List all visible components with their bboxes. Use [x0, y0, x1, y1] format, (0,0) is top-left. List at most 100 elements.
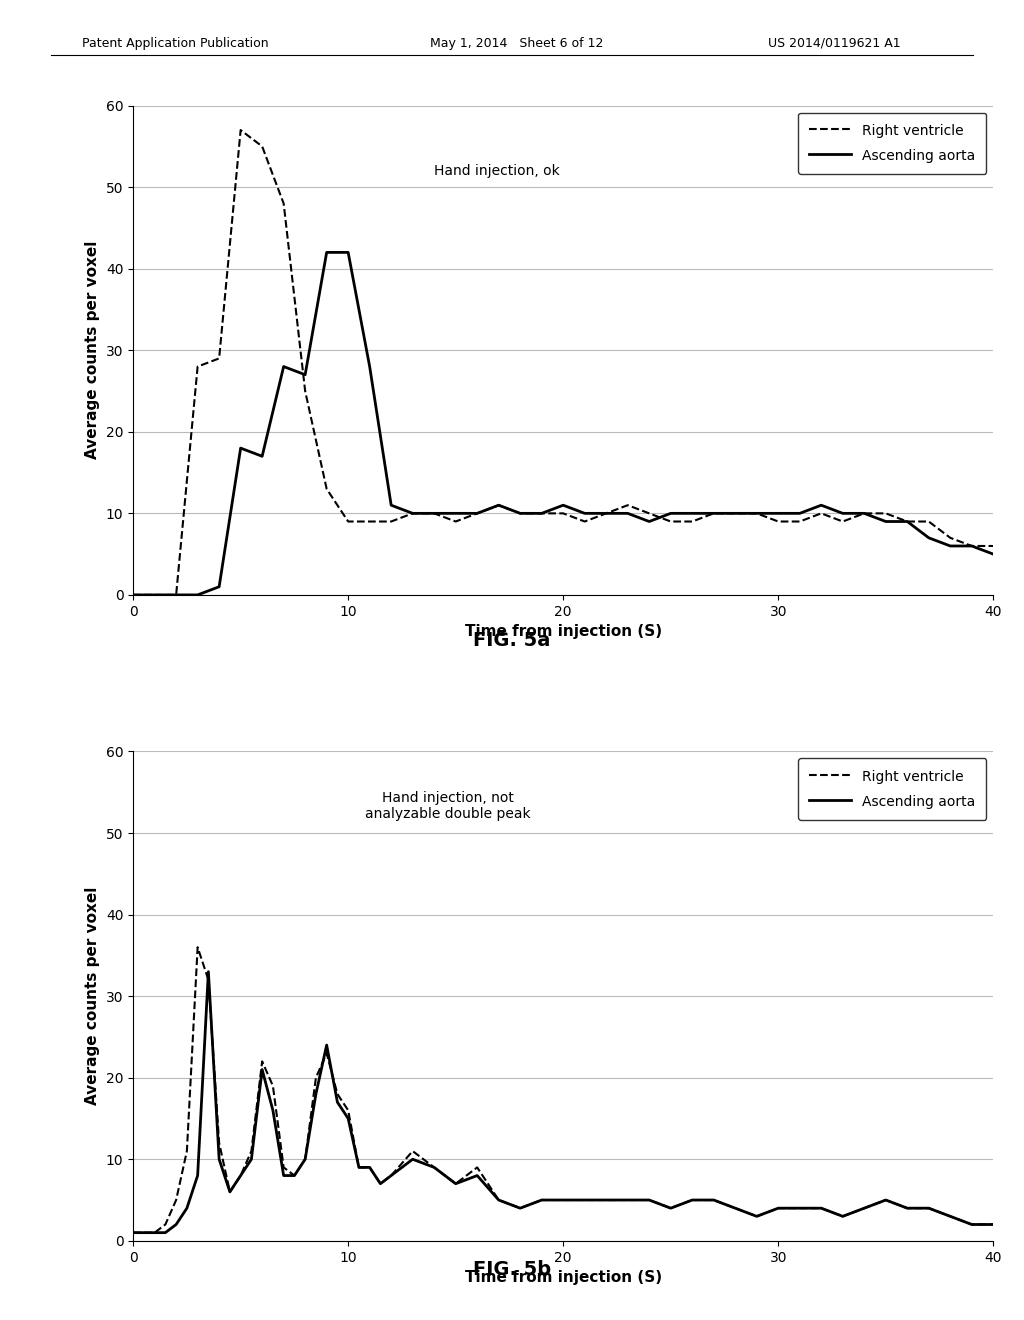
Ascending aorta: [622, 506, 634, 521]
Text: Hand injection, ok: Hand injection, ok: [434, 164, 560, 178]
Right ventricle: [471, 506, 483, 521]
Y-axis label: Average counts per voxel: Average counts per voxel: [85, 242, 100, 459]
Right ventricle: [428, 506, 440, 521]
Right ventricle: [557, 1192, 569, 1208]
Right ventricle: [880, 1192, 892, 1208]
Ascending aorta: [191, 587, 204, 603]
Ascending aorta: [923, 529, 935, 545]
Ascending aorta: [471, 506, 483, 521]
Ascending aorta: [170, 587, 182, 603]
Ascending aorta: [450, 506, 462, 521]
Line: Ascending aorta: Ascending aorta: [133, 972, 993, 1233]
Right ventricle: [493, 498, 505, 513]
Right ventricle: [966, 539, 978, 554]
Line: Right ventricle: Right ventricle: [133, 131, 993, 595]
Ascending aorta: [772, 506, 784, 521]
Ascending aorta: [643, 513, 655, 529]
Ascending aorta: [944, 539, 956, 554]
Ascending aorta: [557, 498, 569, 513]
Ascending aorta: [148, 587, 161, 603]
Ascending aorta: [665, 506, 677, 521]
Ascending aorta: [708, 506, 720, 521]
Ascending aorta: [278, 359, 290, 375]
Ascending aorta: [289, 1168, 301, 1184]
Right ventricle: [794, 513, 806, 529]
Ascending aorta: [364, 359, 376, 375]
Right ventricle: [536, 506, 548, 521]
Ascending aorta: [751, 1208, 763, 1224]
Right ventricle: [686, 513, 698, 529]
Ascending aorta: [600, 506, 612, 521]
Ascending aorta: [815, 498, 827, 513]
Text: FIG. 5a: FIG. 5a: [473, 631, 551, 649]
X-axis label: Time from injection (S): Time from injection (S): [465, 1270, 662, 1286]
Ascending aorta: [127, 587, 139, 603]
Text: May 1, 2014   Sheet 6 of 12: May 1, 2014 Sheet 6 of 12: [430, 37, 603, 50]
Ascending aorta: [536, 1192, 548, 1208]
Right ventricle: [127, 1225, 139, 1241]
Right ventricle: [278, 195, 290, 211]
Right ventricle: [321, 480, 333, 496]
Ascending aorta: [880, 1192, 892, 1208]
Ascending aorta: [987, 546, 999, 562]
Right ventricle: [342, 513, 354, 529]
Ascending aorta: [858, 506, 870, 521]
X-axis label: Time from injection (S): Time from injection (S): [465, 624, 662, 639]
Ascending aorta: [536, 506, 548, 521]
Right ventricle: [600, 506, 612, 521]
Right ventricle: [191, 359, 204, 375]
Right ventricle: [213, 351, 225, 367]
Ascending aorta: [880, 513, 892, 529]
Right ventricle: [987, 539, 999, 554]
Right ventricle: [751, 506, 763, 521]
Text: Patent Application Publication: Patent Application Publication: [82, 37, 268, 50]
Ascending aorta: [203, 964, 215, 979]
Ascending aorta: [385, 498, 397, 513]
Ascending aorta: [299, 367, 311, 383]
Text: US 2014/0119621 A1: US 2014/0119621 A1: [768, 37, 901, 50]
Right ventricle: [837, 513, 849, 529]
Ascending aorta: [557, 1192, 569, 1208]
Ascending aorta: [514, 506, 526, 521]
Right ventricle: [407, 506, 419, 521]
Right ventricle: [772, 513, 784, 529]
Right ventricle: [622, 498, 634, 513]
Right ventricle: [858, 506, 870, 521]
Ascending aorta: [321, 244, 333, 260]
Right ventricle: [127, 587, 139, 603]
Right ventricle: [708, 506, 720, 521]
Ascending aorta: [342, 244, 354, 260]
Ascending aorta: [579, 506, 591, 521]
Right ventricle: [289, 1168, 301, 1184]
Ascending aorta: [213, 579, 225, 595]
Right ventricle: [385, 513, 397, 529]
Ascending aorta: [127, 1225, 139, 1241]
Ascending aorta: [966, 539, 978, 554]
Ascending aorta: [256, 449, 268, 465]
Right ventricle: [600, 1192, 612, 1208]
Y-axis label: Average counts per voxel: Average counts per voxel: [85, 887, 100, 1105]
Right ventricle: [170, 587, 182, 603]
Right ventricle: [815, 506, 827, 521]
Right ventricle: [923, 513, 935, 529]
Right ventricle: [579, 513, 591, 529]
Line: Ascending aorta: Ascending aorta: [133, 252, 993, 595]
Right ventricle: [643, 506, 655, 521]
Right ventricle: [987, 1217, 999, 1233]
Ascending aorta: [686, 506, 698, 521]
Right ventricle: [729, 506, 741, 521]
Right ventricle: [450, 513, 462, 529]
Right ventricle: [256, 139, 268, 154]
Ascending aorta: [837, 506, 849, 521]
Ascending aorta: [493, 498, 505, 513]
Right ventricle: [234, 123, 247, 139]
Ascending aorta: [901, 513, 913, 529]
Ascending aorta: [428, 506, 440, 521]
Ascending aorta: [987, 1217, 999, 1233]
Ascending aorta: [234, 440, 247, 455]
Legend: Right ventricle, Ascending aorta: Right ventricle, Ascending aorta: [798, 759, 986, 820]
Right ventricle: [536, 1192, 548, 1208]
Ascending aorta: [600, 1192, 612, 1208]
Right ventricle: [148, 587, 161, 603]
Line: Right ventricle: Right ventricle: [133, 948, 993, 1233]
